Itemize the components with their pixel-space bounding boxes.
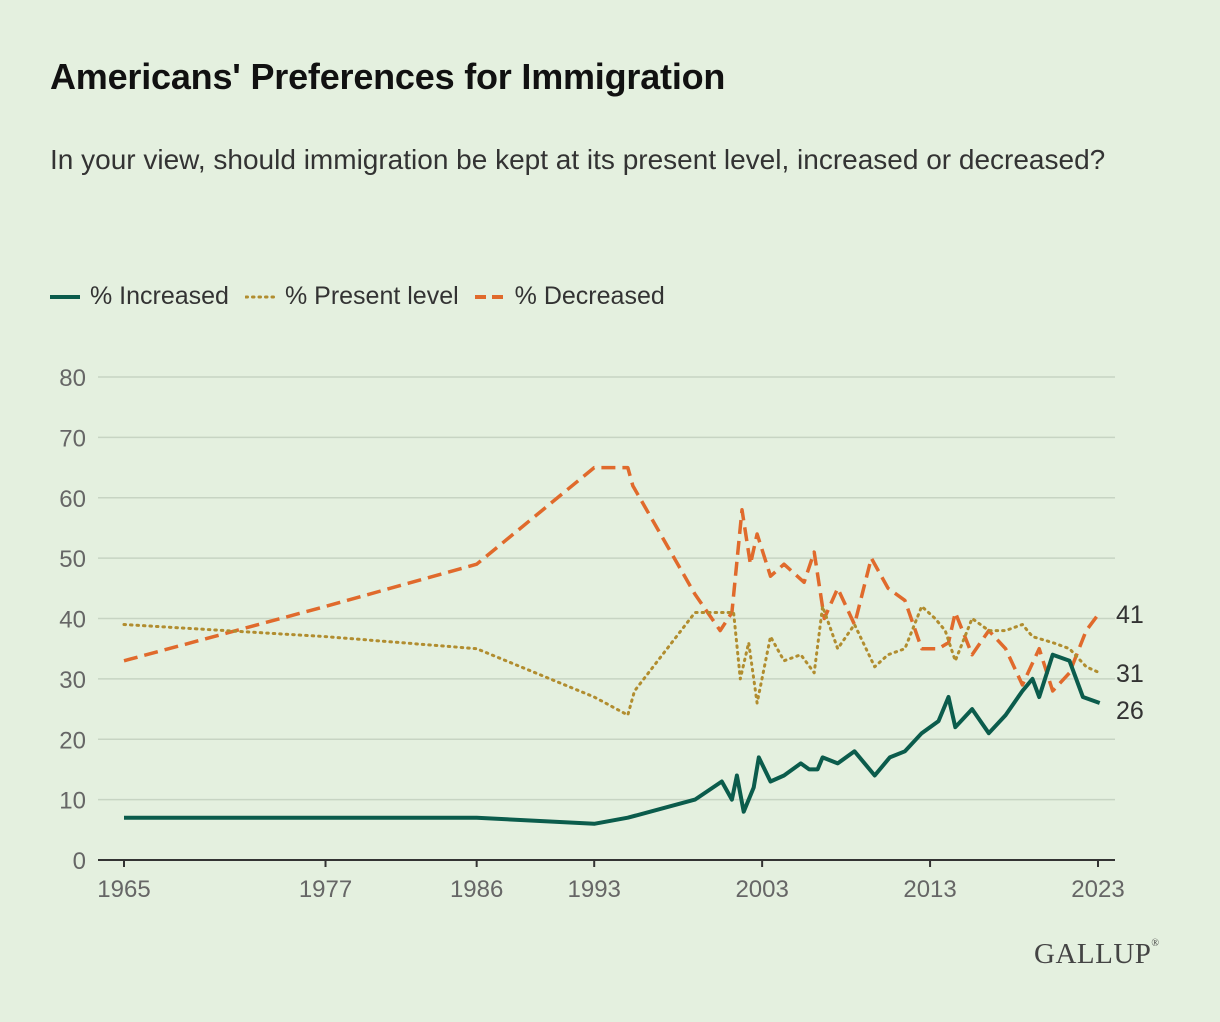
x-tick-label: 1993: [568, 876, 621, 903]
y-tick-label: 0: [73, 848, 86, 875]
end-label-increased: 26: [1116, 697, 1144, 725]
chart-title: Americans' Preferences for Immigration: [50, 56, 726, 97]
legend-swatch-solid-icon: [50, 294, 80, 299]
legend-label-present-level: % Present level: [284, 282, 459, 310]
series-line-present-level: [122, 604, 1102, 717]
y-tick-label: 40: [59, 607, 86, 634]
legend: % Increased % Present level % Decreased: [50, 282, 681, 311]
y-tick-label: 50: [59, 546, 86, 573]
end-label-layer: 41 31 26: [1116, 601, 1144, 725]
legend-label-decreased: % Decreased: [514, 282, 665, 310]
y-tick-label: 10: [59, 788, 86, 815]
legend-item-increased[interactable]: % Increased: [50, 282, 229, 311]
chart-subtitle: In your view, should immigration be kept…: [50, 144, 1106, 175]
series-line-increased: [124, 652, 1101, 826]
x-tick-label: 2003: [735, 876, 788, 903]
gallup-logo: GALLUP®: [1034, 938, 1160, 970]
legend-swatch-dotted-icon: [244, 295, 277, 298]
grid-layer: [98, 376, 1115, 861]
axis-layer: 0 10 20 30 40 50 60 70 80 1965 1977 1986 1993 2003 201…: [59, 365, 1124, 903]
x-tick-label: 2013: [903, 876, 956, 903]
series-line-decreased: [123, 465, 1102, 693]
x-tick-label: 1977: [299, 876, 352, 903]
y-tick-label: 30: [59, 667, 86, 694]
y-tick-label: 20: [59, 727, 86, 754]
legend-item-present-level[interactable]: % Present level: [244, 282, 459, 311]
x-tick-label: 1986: [450, 876, 503, 903]
series-layer: [122, 465, 1102, 826]
legend-item-decreased[interactable]: % Decreased: [474, 282, 665, 311]
y-tick-label: 80: [59, 365, 86, 392]
end-label-decreased: 41: [1116, 601, 1144, 629]
end-label-present-level: 31: [1116, 660, 1144, 688]
x-tick-label: 1965: [97, 876, 150, 903]
y-tick-label: 60: [59, 486, 86, 513]
legend-label-increased: % Increased: [90, 282, 229, 310]
legend-swatch-dashed-icon: [474, 294, 505, 299]
y-tick-label: 70: [59, 425, 86, 452]
x-tick-label: 2023: [1071, 876, 1124, 903]
